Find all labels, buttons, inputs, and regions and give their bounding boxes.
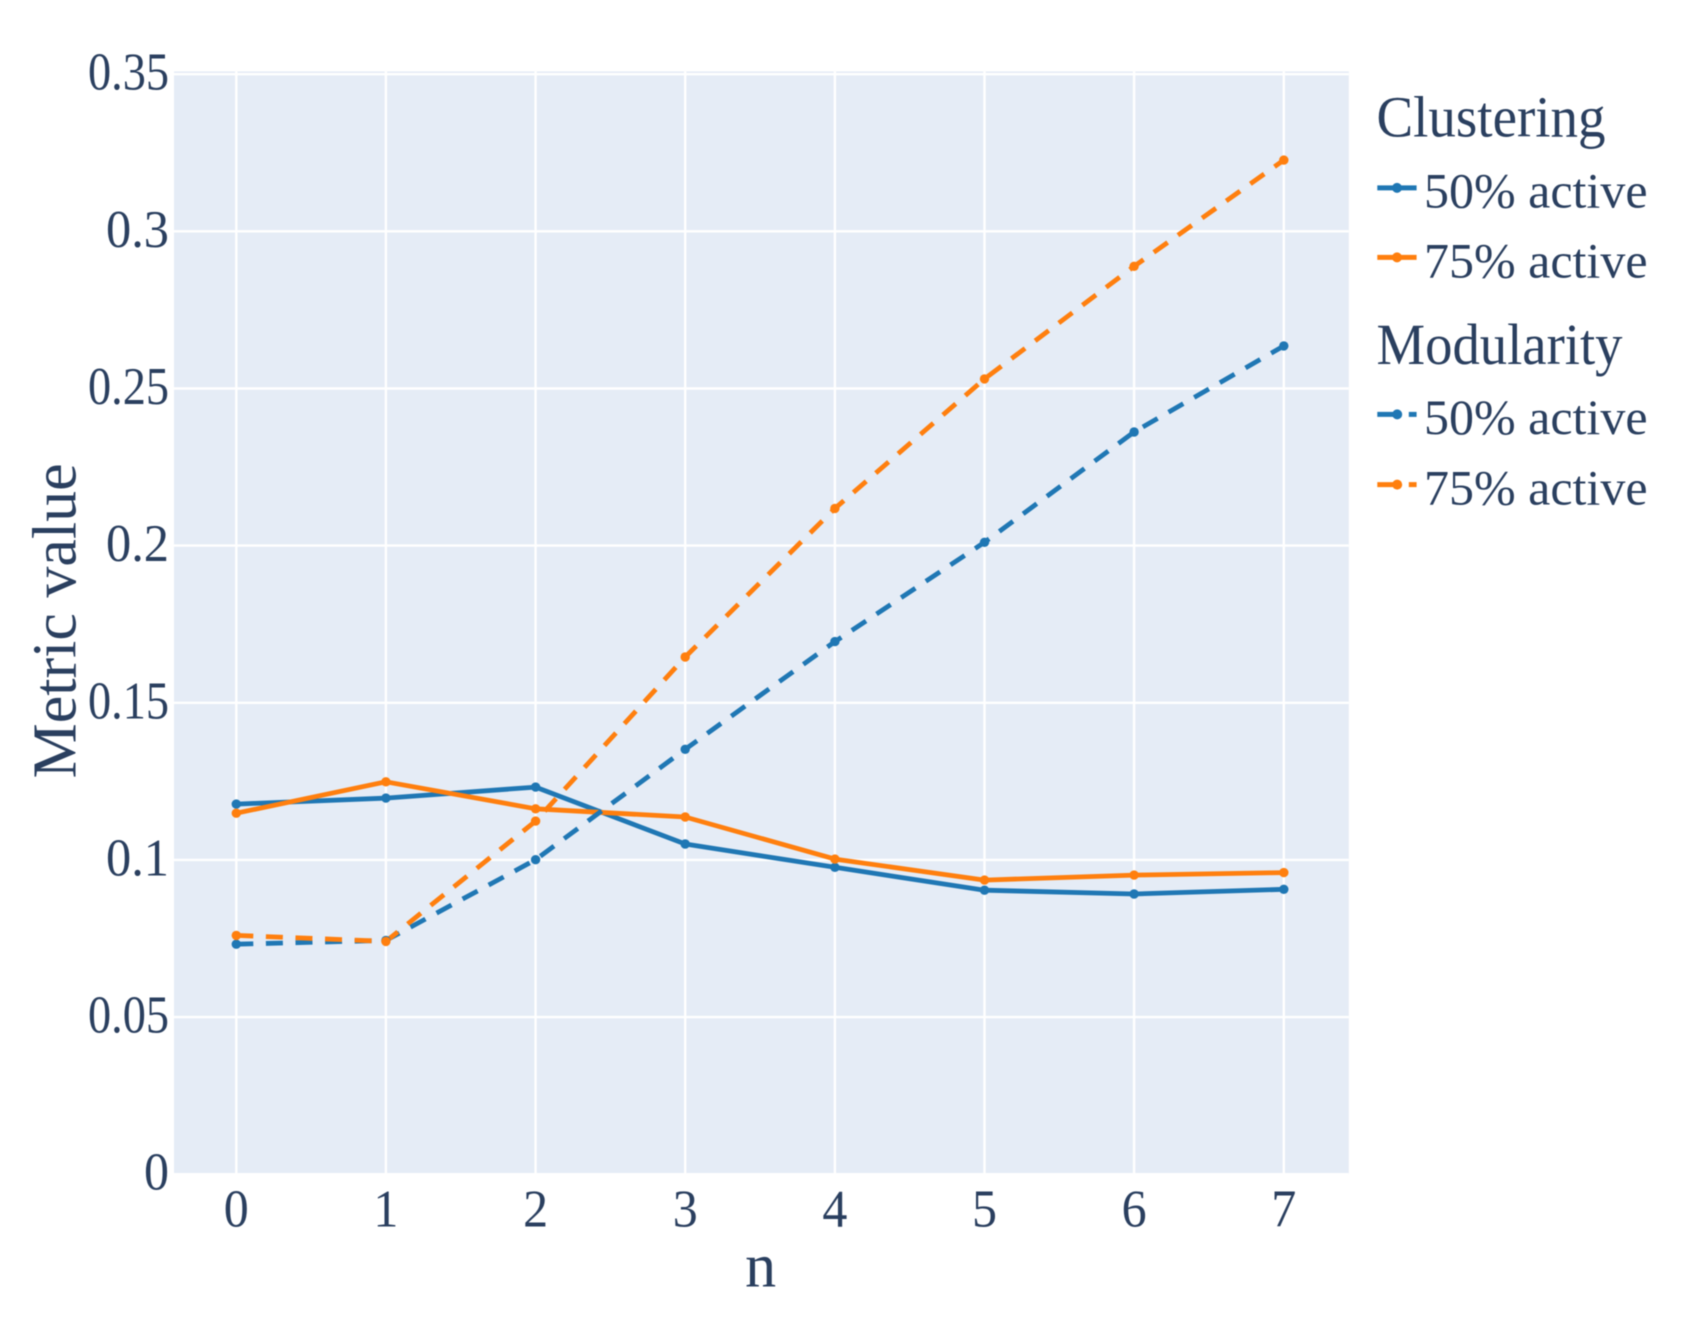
svg-text:n: n bbox=[745, 1233, 776, 1301]
svg-text:2: 2 bbox=[523, 1180, 548, 1238]
svg-text:0.25: 0.25 bbox=[88, 358, 169, 416]
svg-text:75% active: 75% active bbox=[1424, 459, 1648, 515]
svg-text:6: 6 bbox=[1122, 1180, 1147, 1238]
svg-text:3: 3 bbox=[673, 1180, 698, 1238]
svg-text:0.2: 0.2 bbox=[106, 515, 169, 573]
svg-text:7: 7 bbox=[1271, 1180, 1296, 1238]
svg-text:75% active: 75% active bbox=[1424, 232, 1648, 288]
svg-text:0.05: 0.05 bbox=[88, 987, 169, 1045]
svg-text:50% active: 50% active bbox=[1424, 389, 1648, 445]
svg-text:0: 0 bbox=[224, 1180, 249, 1238]
svg-text:0.3: 0.3 bbox=[106, 201, 169, 259]
svg-text:0.15: 0.15 bbox=[88, 672, 169, 730]
svg-text:0: 0 bbox=[144, 1144, 169, 1202]
svg-text:Clustering: Clustering bbox=[1377, 84, 1606, 149]
svg-text:0.35: 0.35 bbox=[88, 44, 169, 102]
svg-text:Modularity: Modularity bbox=[1377, 312, 1623, 377]
svg-text:Metric value: Metric value bbox=[22, 463, 90, 778]
svg-text:50% active: 50% active bbox=[1424, 163, 1648, 219]
svg-text:5: 5 bbox=[972, 1180, 997, 1238]
svg-text:1: 1 bbox=[373, 1180, 398, 1238]
svg-text:0.1: 0.1 bbox=[106, 829, 169, 887]
svg-text:4: 4 bbox=[822, 1180, 847, 1238]
